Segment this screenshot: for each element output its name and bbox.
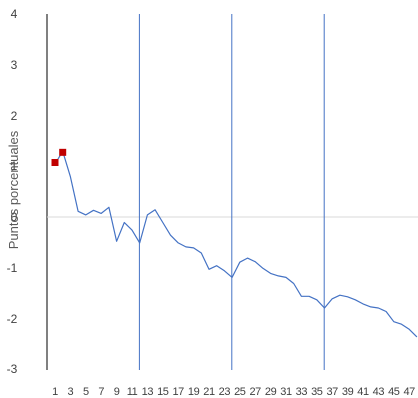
x-tick-label: 27	[249, 386, 261, 398]
x-tick-label: 19	[188, 386, 200, 398]
y-tick-label: 0	[11, 210, 18, 224]
y-axis-title: Puntos porcentuales	[6, 130, 21, 249]
data-marker	[51, 159, 59, 167]
x-tick-label: 43	[373, 386, 385, 398]
y-tick-label: -3	[7, 362, 18, 376]
x-tick-label: 31	[280, 386, 292, 398]
x-tick-label: 17	[172, 386, 184, 398]
x-tick-label: 7	[98, 386, 104, 398]
x-tick-label: 33	[296, 386, 308, 398]
x-tick-label: 1	[52, 386, 58, 398]
x-tick-label: 15	[157, 386, 169, 398]
x-tick-labels: 1 3 5 7 9 11 13 15 17 19 21 23 25 27 29 31 33 35 37 39 41 43 4…	[52, 386, 415, 398]
x-tick-label: 25	[234, 386, 246, 398]
y-tick-label: 1	[11, 159, 18, 173]
x-tick-label: 39	[342, 386, 354, 398]
x-tick-label: 11	[127, 386, 138, 398]
y-tick-label: 4	[11, 7, 18, 21]
x-tick-label: 41	[357, 386, 369, 398]
x-tick-label: 21	[203, 386, 215, 398]
y-tick-label: -2	[7, 312, 18, 326]
x-tick-label: 37	[326, 386, 338, 398]
x-tick-label: 45	[388, 386, 400, 398]
y-tick-label: 2	[11, 109, 18, 123]
y-tick-label: 3	[11, 58, 18, 72]
x-tick-label: 9	[114, 386, 120, 398]
vertical-lines	[138, 14, 325, 370]
y-tick-labels: 4 3 2 1 0 -1 -2 -3	[7, 7, 18, 376]
data-marker	[59, 148, 67, 156]
x-tick-label: 5	[83, 386, 89, 398]
y-tick-label: -1	[7, 261, 18, 275]
x-tick-label: 29	[265, 386, 277, 398]
x-tick-label: 23	[219, 386, 231, 398]
x-tick-label: 35	[311, 386, 323, 398]
x-tick-label: 47	[403, 386, 415, 398]
x-tick-label: 3	[68, 386, 74, 398]
x-tick-label: 13	[142, 386, 154, 398]
series-line	[54, 150, 418, 338]
data-markers	[51, 148, 67, 167]
